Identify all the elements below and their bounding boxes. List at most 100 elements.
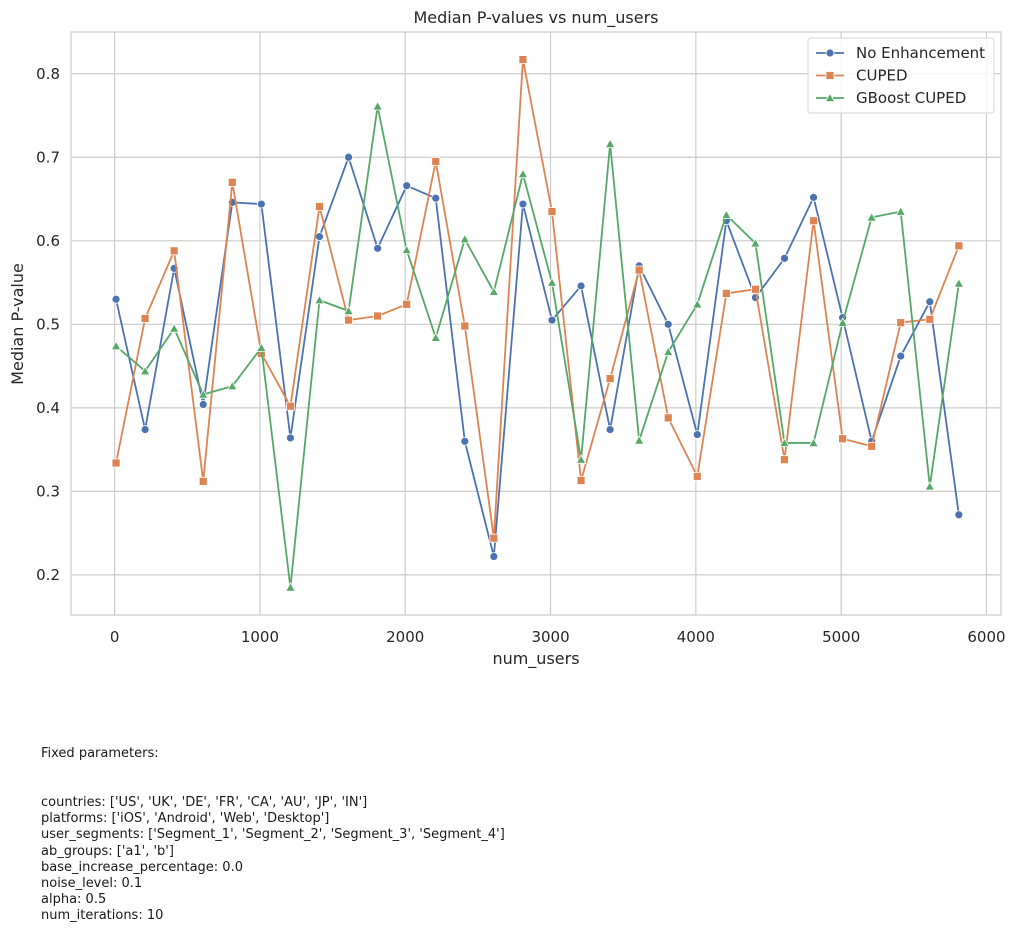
data-point-cuped [663, 413, 673, 423]
x-axis-ticks: 0 1000 2000 3000 4000 5000 6000 [110, 628, 1006, 646]
data-point-no-enhancement [809, 192, 818, 202]
data-point-gboost-cuped [430, 332, 442, 342]
data-point-no-enhancement [518, 199, 528, 209]
data-point-gboost-cuped [662, 346, 674, 356]
data-point-cuped [518, 55, 528, 64]
legend-label-gboost-cuped: GBoost CUPED [856, 89, 966, 107]
y-tick-label: 0.3 [36, 482, 60, 500]
y-tick-label: 0.5 [36, 315, 60, 333]
param-line: countries: ['US', 'UK', 'DE', 'FR', 'CA'… [41, 795, 368, 811]
data-point-gboost-cuped [779, 437, 790, 448]
x-tick-label: 0 [110, 628, 120, 646]
data-point-gboost-cuped [139, 365, 151, 376]
data-point-gboost-cuped [372, 100, 383, 111]
data-point-cuped [315, 202, 324, 211]
legend-label-no-enhancement: No Enhancement [856, 44, 985, 62]
data-point-gboost-cuped [750, 237, 761, 248]
series-no-enhancement [111, 152, 964, 561]
legend-marker-no-enhancement [825, 48, 835, 58]
plot-frame [70, 31, 1002, 616]
param-line: ab_groups: ['a1', 'b'] [41, 843, 174, 859]
series-line-gboost-cuped [115, 105, 960, 589]
series-group [110, 55, 965, 592]
data-point-no-enhancement [780, 253, 789, 263]
data-point-gboost-cuped [924, 480, 936, 491]
x-tick-label: 4000 [677, 628, 715, 646]
data-point-gboost-cuped [110, 340, 122, 351]
data-point-gboost-cuped [285, 582, 296, 592]
param-line: num_iterations: 10 [41, 908, 164, 924]
data-point-gboost-cuped [168, 323, 180, 333]
data-point-gboost-cuped [866, 212, 877, 222]
y-axis-ticks: 0.2 0.3 0.4 0.5 0.6 0.7 0.8 [36, 65, 60, 584]
data-point-gboost-cuped [227, 380, 238, 391]
data-point-cuped [286, 401, 295, 411]
data-point-gboost-cuped [808, 437, 819, 448]
param-line: base_increase_percentage: 0.0 [41, 859, 243, 875]
data-point-cuped [896, 318, 906, 328]
param-line: platforms: ['iOS', 'Android', 'Web', 'De… [41, 811, 330, 827]
data-point-no-enhancement [925, 297, 935, 307]
data-point-cuped [140, 314, 150, 323]
data-point-cuped [780, 455, 789, 465]
data-point-cuped [402, 299, 412, 309]
series-line-no-enhancement [115, 156, 960, 558]
data-point-cuped [692, 471, 702, 481]
data-point-cuped [925, 314, 935, 324]
data-point-gboost-cuped [575, 454, 587, 464]
legend-marker-cuped [825, 71, 835, 80]
line-chart: Median P-values vs num_users 0 1000 2000 30… [8, 8, 1006, 669]
data-point-no-enhancement [373, 243, 383, 253]
data-point-cuped [721, 289, 731, 298]
data-point-cuped [751, 284, 760, 294]
data-point-gboost-cuped [895, 206, 907, 216]
x-tick-label: 5000 [822, 628, 860, 646]
data-point-cuped [547, 207, 557, 216]
data-point-cuped [460, 321, 470, 331]
series-line-cuped [115, 58, 960, 540]
data-point-cuped [111, 458, 121, 468]
data-point-gboost-cuped [546, 277, 558, 287]
data-point-gboost-cuped [197, 389, 209, 399]
chart-title: Median P-values vs num_users [413, 8, 658, 28]
series-cuped [111, 55, 964, 543]
series-gboost-cuped [110, 100, 965, 592]
data-point-cuped [344, 315, 353, 325]
data-point-no-enhancement [663, 319, 673, 329]
data-point-gboost-cuped [343, 305, 354, 316]
data-point-no-enhancement [286, 433, 295, 443]
data-point-gboost-cuped [314, 294, 325, 305]
param-line: user_segments: ['Segment_1', 'Segment_2'… [41, 827, 505, 843]
x-tick-label: 6000 [967, 628, 1005, 646]
legend-label-cuped: CUPED [856, 67, 908, 85]
legend: No Enhancement CUPED GBoost CUPED [807, 37, 995, 114]
y-tick-label: 0.6 [36, 232, 60, 250]
data-point-cuped [605, 374, 615, 384]
data-point-gboost-cuped [459, 233, 471, 244]
params-heading: Fixed parameters: [41, 746, 159, 762]
data-point-cuped [227, 177, 237, 187]
data-point-cuped [634, 265, 644, 275]
data-point-gboost-cuped [488, 286, 500, 296]
data-point-cuped [169, 246, 179, 256]
data-point-cuped [809, 216, 818, 226]
data-point-gboost-cuped [517, 168, 529, 179]
data-point-no-enhancement [489, 552, 499, 561]
data-point-no-enhancement [576, 281, 586, 291]
data-point-no-enhancement [431, 193, 441, 203]
plot-area [70, 31, 1002, 616]
data-point-no-enhancement [547, 315, 557, 325]
data-point-no-enhancement [460, 436, 470, 446]
data-point-cuped [838, 434, 848, 444]
data-point-gboost-cuped [721, 209, 732, 219]
y-tick-label: 0.7 [36, 148, 60, 166]
data-point-no-enhancement [692, 430, 702, 439]
data-point-no-enhancement [954, 510, 964, 520]
data-point-gboost-cuped [953, 277, 965, 288]
data-point-no-enhancement [140, 425, 150, 434]
data-point-cuped [954, 241, 964, 251]
data-point-cuped [489, 533, 499, 543]
params-lines: countries: ['US', 'UK', 'DE', 'FR', 'CA'… [41, 795, 505, 925]
data-point-gboost-cuped [633, 435, 645, 445]
data-point-gboost-cuped [692, 298, 703, 309]
